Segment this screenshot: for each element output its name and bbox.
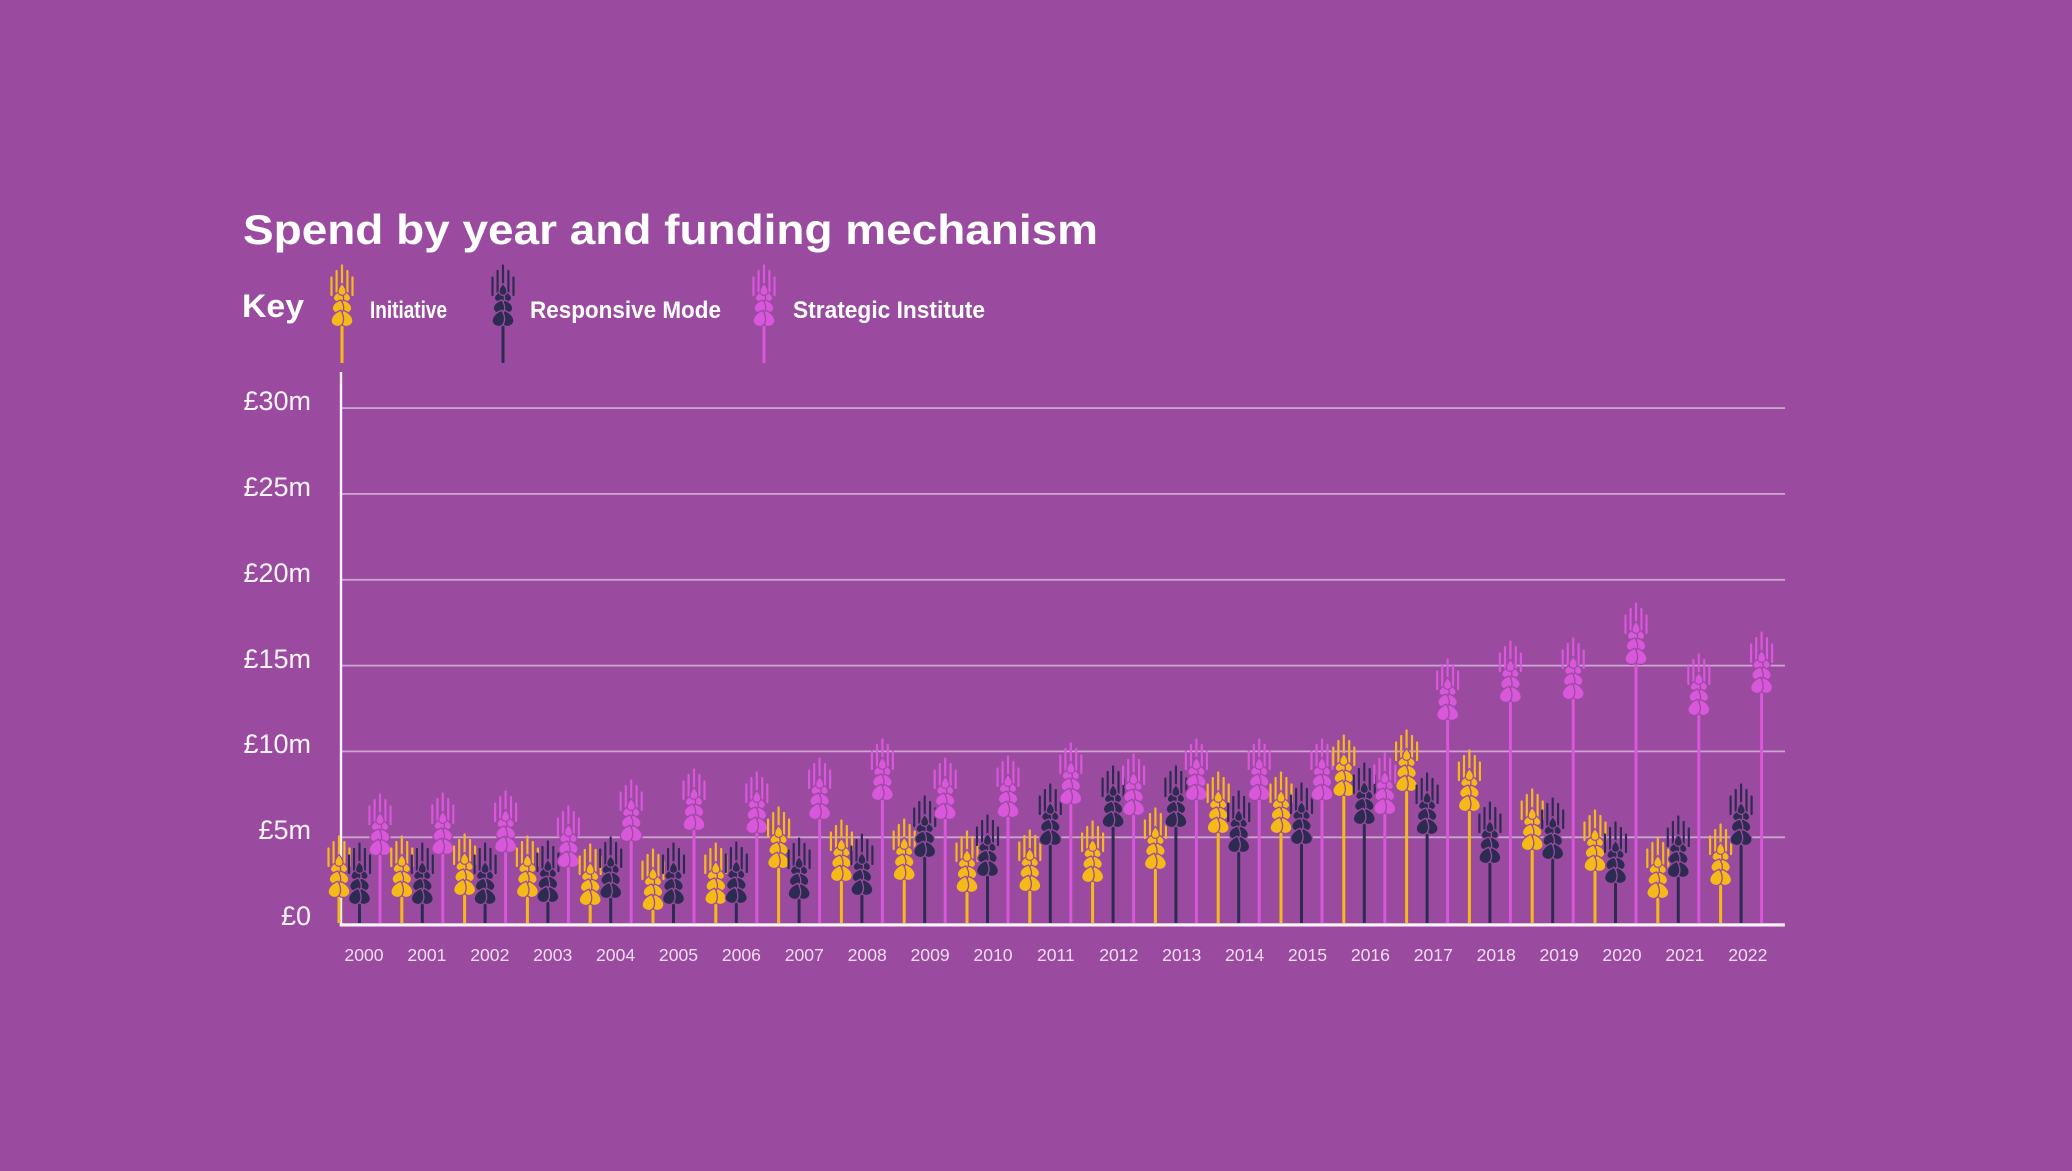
svg-text:2003: 2003 <box>533 945 572 965</box>
svg-text:2002: 2002 <box>470 945 509 965</box>
svg-text:Responsive Mode: Responsive Mode <box>530 297 721 324</box>
svg-text:2001: 2001 <box>407 945 446 965</box>
svg-text:2020: 2020 <box>1602 945 1641 965</box>
svg-text:2008: 2008 <box>848 945 887 965</box>
svg-text:Strategic Institute: Strategic Institute <box>793 297 985 324</box>
svg-text:2005: 2005 <box>659 945 698 965</box>
svg-text:2007: 2007 <box>785 945 824 965</box>
svg-text:Key: Key <box>242 288 304 324</box>
svg-text:2006: 2006 <box>722 945 761 965</box>
svg-text:2009: 2009 <box>911 945 950 965</box>
svg-text:2000: 2000 <box>344 945 383 965</box>
svg-text:2004: 2004 <box>596 945 635 965</box>
svg-text:2011: 2011 <box>1037 945 1075 965</box>
svg-text:2010: 2010 <box>973 945 1012 965</box>
svg-text:2012: 2012 <box>1099 945 1138 965</box>
svg-text:Spend by year and funding mech: Spend by year and funding mechanism <box>243 206 1098 253</box>
svg-text:2017: 2017 <box>1414 945 1453 965</box>
svg-text:£25m: £25m <box>243 472 311 502</box>
svg-text:£5m: £5m <box>258 815 311 845</box>
svg-text:Initiative: Initiative <box>370 297 447 324</box>
svg-text:£20m: £20m <box>243 558 311 588</box>
svg-text:2014: 2014 <box>1225 945 1264 965</box>
svg-text:£10m: £10m <box>243 729 311 759</box>
svg-text:2013: 2013 <box>1162 945 1201 965</box>
svg-text:2015: 2015 <box>1288 945 1327 965</box>
svg-text:2016: 2016 <box>1351 945 1390 965</box>
svg-text:£30m: £30m <box>243 386 311 416</box>
svg-text:£15m: £15m <box>243 644 311 674</box>
svg-text:2022: 2022 <box>1728 945 1767 965</box>
svg-text:2021: 2021 <box>1665 945 1704 965</box>
svg-text:£0: £0 <box>281 901 311 931</box>
svg-text:2019: 2019 <box>1540 945 1579 965</box>
svg-text:2018: 2018 <box>1477 945 1516 965</box>
